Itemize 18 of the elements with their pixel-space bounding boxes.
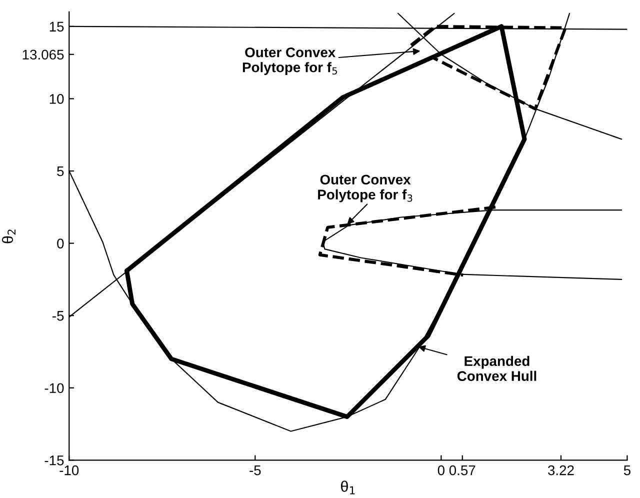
y-tick-label: 5: [57, 166, 64, 176]
y-tick-label: 15: [50, 22, 64, 32]
x-tick-label: -5: [250, 466, 261, 476]
y-tick-label: -5: [52, 311, 64, 321]
x-tick-label: 3.22: [548, 465, 574, 476]
x-tick-label: 5: [624, 466, 630, 476]
y-tick-label: 0: [57, 238, 64, 248]
y-tick-label: 10: [50, 94, 64, 104]
y-axis-title: θ$_{2}$: [2, 230, 16, 244]
annotation: Outer Convex Polytope for f$_{5}$: [242, 47, 337, 76]
annotation: Outer Convex Polytope for f$_{3}$: [318, 174, 412, 202]
annotation: Expanded Convex Hull: [457, 356, 536, 381]
x-tick-label: 0.57: [449, 465, 476, 476]
y-tick-label: -15: [44, 456, 64, 466]
y-tick-label: 13.065: [22, 50, 64, 60]
y-tick-label: -10: [44, 383, 64, 394]
x-tick-label: 0: [438, 465, 444, 476]
x-axis-title: θ$_{1}$: [341, 480, 355, 494]
